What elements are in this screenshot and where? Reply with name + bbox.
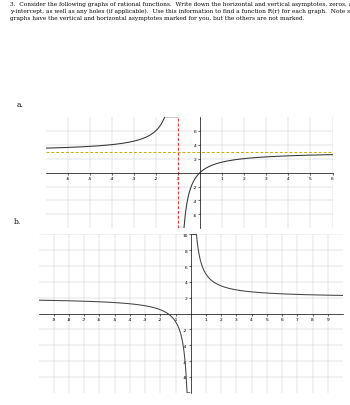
Text: a.: a.	[17, 100, 24, 109]
Text: 3.  Consider the following graphs of rational functions.  Write down the horizon: 3. Consider the following graphs of rati…	[10, 2, 350, 21]
Text: b.: b.	[14, 217, 21, 226]
